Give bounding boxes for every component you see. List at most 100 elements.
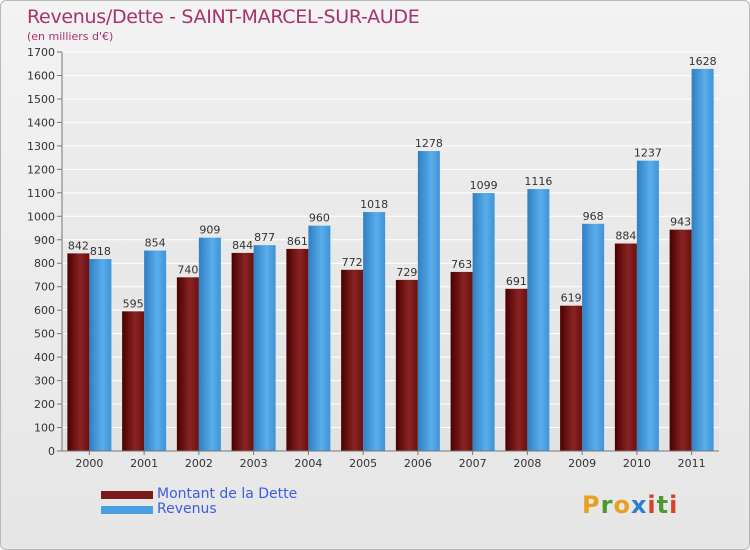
data-label-revenue-2000: 818 [90, 245, 111, 258]
x-tick-label: 2007 [459, 457, 487, 470]
data-label-revenue-2006: 1278 [415, 137, 443, 150]
y-tick-label: 1600 [27, 69, 55, 82]
bar-debt-2008 [505, 288, 528, 451]
y-tick-label: 1200 [27, 163, 55, 176]
bar-revenue-2007 [472, 193, 495, 452]
y-tick-label: 600 [34, 304, 55, 317]
x-tick-label: 2001 [130, 457, 158, 470]
x-tick-label: 2005 [349, 457, 377, 470]
data-label-debt-2000: 842 [68, 239, 89, 252]
bar-revenue-2010 [636, 160, 659, 451]
data-label-debt-2007: 763 [451, 258, 472, 271]
plot-area [62, 52, 719, 451]
bar-revenue-2011 [691, 68, 714, 451]
logo-letter: i [669, 491, 679, 519]
x-tick-label: 2003 [240, 457, 268, 470]
data-label-debt-2006: 729 [396, 266, 417, 279]
bar-debt-2006 [395, 279, 418, 451]
bar-revenue-2001 [144, 250, 167, 451]
x-tick-label: 2009 [568, 457, 596, 470]
data-label-revenue-2007: 1099 [470, 179, 498, 192]
data-label-revenue-2010: 1237 [634, 147, 662, 160]
data-label-debt-2002: 740 [177, 263, 198, 276]
logo-letter: P [582, 491, 601, 519]
y-tick-label: 300 [34, 375, 55, 388]
x-tick-label: 2006 [404, 457, 432, 470]
x-tick-label: 2002 [185, 457, 213, 470]
x-tick-label: 2011 [678, 457, 706, 470]
logo-letter: t [656, 491, 670, 519]
bar-debt-2003 [231, 252, 254, 451]
chart-title: Revenus/Dette - SAINT-MARCEL-SUR-AUDE [27, 6, 420, 28]
bar-debt-2002 [176, 277, 199, 451]
data-label-revenue-2001: 854 [145, 237, 166, 250]
x-tick-label: 2010 [623, 457, 651, 470]
bars [67, 68, 714, 452]
y-tick-label: 1700 [27, 46, 55, 59]
data-label-debt-2001: 595 [123, 297, 144, 310]
data-label-debt-2010: 884 [615, 230, 636, 243]
y-tick-label: 1500 [27, 93, 55, 106]
y-axis: 0 100 200 300 400 500 600 700 800 900 1000 1100 1200… [27, 46, 63, 458]
y-tick-label: 700 [34, 281, 55, 294]
bar-debt-2001 [122, 311, 145, 451]
data-label-debt-2011: 943 [670, 216, 691, 229]
y-tick-label: 900 [34, 234, 55, 247]
grid-lines [62, 51, 719, 452]
bar-revenue-2006 [417, 151, 440, 451]
legend-swatch-revenue [101, 506, 153, 514]
y-tick-label: 500 [34, 328, 55, 341]
y-tick-label: 800 [34, 257, 55, 270]
bar-debt-2005 [341, 269, 364, 451]
bar-revenue-2008 [527, 189, 550, 451]
proxiti-logo: Proxiti [582, 491, 678, 519]
data-label-revenue-2002: 909 [199, 224, 220, 237]
data-label-debt-2005: 772 [342, 256, 363, 269]
bar-debt-2007 [450, 271, 473, 451]
chart-subtitle: (en milliers d'€) [27, 30, 114, 43]
data-label-revenue-2009: 968 [583, 210, 604, 223]
x-axis: 2000 2001 2002 2003 2004 2005 2006 2007 2008 2009… [62, 450, 719, 470]
logo-letter: r [600, 491, 614, 519]
logo-letter: x [630, 491, 648, 519]
data-label-debt-2004: 861 [287, 235, 308, 248]
bar-debt-2009 [560, 305, 583, 451]
x-tick-label: 2008 [513, 457, 541, 470]
bar-revenue-2002 [198, 237, 221, 451]
data-label-revenue-2011: 1628 [689, 55, 717, 68]
y-tick-label: 200 [34, 398, 55, 411]
y-tick-label: 400 [34, 351, 55, 364]
y-tick-label: 0 [48, 445, 55, 458]
data-label-revenue-2005: 1018 [360, 198, 388, 211]
data-label-debt-2009: 619 [561, 292, 582, 305]
legend-swatch-debt [101, 491, 153, 499]
data-label-revenue-2003: 877 [254, 231, 275, 244]
data-label-revenue-2004: 960 [309, 212, 330, 225]
data-label-debt-2003: 844 [232, 239, 253, 252]
bar-revenue-2000 [89, 259, 112, 451]
bar-revenue-2009 [582, 223, 605, 451]
bar-debt-2000 [67, 253, 90, 451]
data-label-debt-2008: 691 [506, 275, 527, 288]
logo-letter: o [613, 491, 631, 519]
bar-debt-2004 [286, 248, 309, 451]
bar-debt-2011 [669, 229, 692, 451]
y-tick-label: 1100 [27, 187, 55, 200]
bar-revenue-2005 [363, 212, 386, 451]
y-tick-label: 1300 [27, 140, 55, 153]
data-label-revenue-2008: 1116 [524, 175, 552, 188]
bar-revenue-2004 [308, 225, 331, 451]
y-tick-label: 100 [34, 422, 55, 435]
x-tick-label: 2004 [294, 457, 322, 470]
x-tick-label: 2000 [75, 457, 103, 470]
y-tick-label: 1000 [27, 210, 55, 223]
bar-debt-2010 [614, 243, 637, 451]
legend-label-revenue: Revenus [157, 501, 217, 517]
y-tick-label: 1400 [27, 116, 55, 129]
logo-letter: i [647, 491, 657, 519]
bar-revenue-2003 [253, 245, 276, 451]
legend-label-debt: Montant de la Dette [157, 486, 298, 502]
